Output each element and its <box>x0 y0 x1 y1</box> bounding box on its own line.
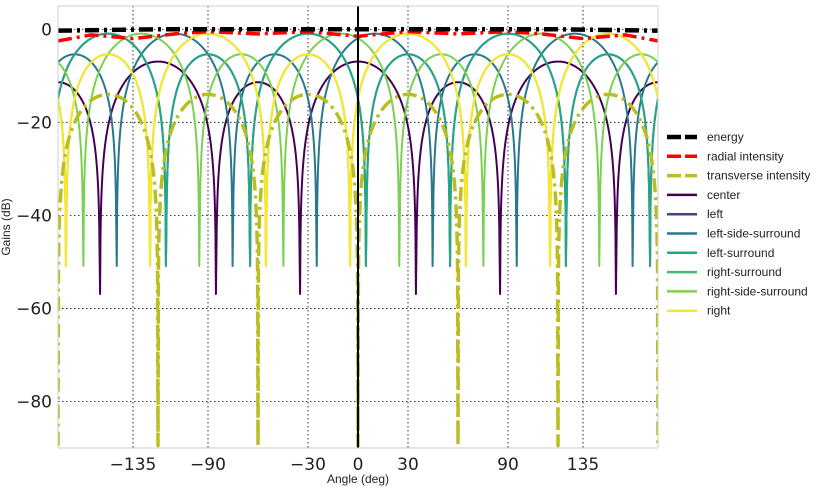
legend-label: left <box>707 207 724 221</box>
legend-label: energy <box>707 130 744 144</box>
legend-label: radial intensity <box>707 149 784 163</box>
x-tick-label: −135 <box>110 455 157 475</box>
y-tick-labels: 0 −20 −40 −60 −80 <box>16 20 52 412</box>
x-tick-label: −30 <box>290 455 326 475</box>
y-tick-label: 0 <box>41 20 52 40</box>
legend-label: left-side-surround <box>707 227 800 241</box>
x-axis-title: Angle (deg) <box>327 472 389 486</box>
legend-label: right-side-surround <box>707 284 808 298</box>
legend-label: right-surround <box>707 265 782 279</box>
x-tick-label: 90 <box>497 455 519 475</box>
x-tick-label: 135 <box>567 455 599 475</box>
y-tick-label: −20 <box>16 113 52 133</box>
legend-label: right <box>707 304 731 318</box>
x-tick-label: 0 <box>353 455 364 475</box>
plot-frame <box>57 5 659 449</box>
y-tick-label: −40 <box>16 206 52 226</box>
legend-label: left-surround <box>707 246 774 260</box>
x-tick-label: −90 <box>190 455 226 475</box>
legend-label: transverse intensity <box>707 169 810 183</box>
y-axis-title: Gains (dB) <box>0 198 13 255</box>
y-tick-label: −60 <box>16 299 52 319</box>
legend: energy radial intensity transverse intensi… <box>667 130 810 318</box>
legend-label: center <box>707 188 740 202</box>
x-tick-label: 30 <box>397 455 419 475</box>
y-tick-label: −80 <box>16 392 52 412</box>
x-tick-labels: −135 −90 −30 0 30 90 135 <box>110 455 600 475</box>
